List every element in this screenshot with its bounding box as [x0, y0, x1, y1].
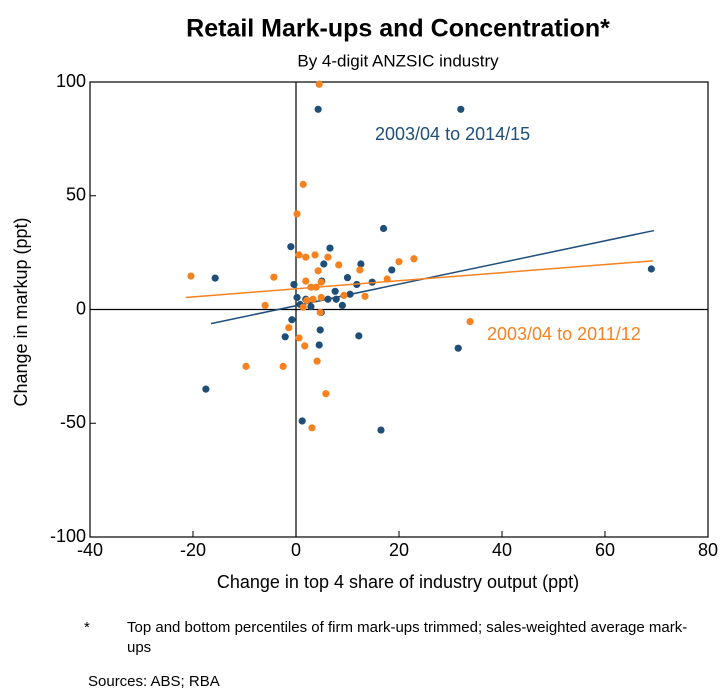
- point: [317, 293, 325, 302]
- point: [647, 265, 655, 273]
- point: [308, 424, 316, 432]
- point: [279, 362, 287, 370]
- point: [315, 341, 323, 349]
- chart: Retail Mark-ups and Concentration* By 4-…: [11, 15, 718, 592]
- point: [388, 266, 396, 274]
- point: [410, 255, 418, 263]
- point: [466, 317, 474, 326]
- y-tick-label: 0: [76, 298, 86, 318]
- point: [326, 244, 334, 252]
- point: [335, 261, 343, 269]
- point: [302, 277, 310, 285]
- point: [303, 296, 311, 304]
- point: [288, 316, 296, 324]
- point: [309, 295, 317, 303]
- point: [242, 362, 250, 370]
- point: [298, 417, 306, 425]
- point: [324, 253, 332, 261]
- sources: Sources: ABS; RBA: [88, 673, 220, 690]
- series-label: 2003/04 to 2014/15: [375, 124, 530, 144]
- point: [261, 301, 269, 310]
- footnote: Top and bottom percentiles of firm mark-…: [127, 619, 688, 656]
- point: [287, 243, 295, 251]
- point: [395, 258, 403, 266]
- trend-line: [185, 260, 653, 299]
- point: [343, 274, 352, 282]
- point: [295, 334, 303, 342]
- x-tick-label: 60: [595, 540, 615, 560]
- point: [202, 385, 210, 393]
- point: [211, 274, 219, 282]
- trend-line: [210, 229, 655, 325]
- point: [295, 251, 303, 259]
- point: [454, 344, 462, 352]
- y-tick-label: -100: [50, 526, 86, 546]
- point: [457, 105, 465, 113]
- point: [361, 292, 369, 300]
- point: [311, 251, 319, 259]
- point: [355, 332, 363, 340]
- point: [338, 301, 346, 310]
- x-tick-label: 20: [389, 540, 409, 560]
- point: [301, 342, 309, 350]
- point: [314, 267, 322, 275]
- point: [290, 280, 298, 289]
- point: [299, 303, 307, 311]
- point: [314, 105, 322, 113]
- point: [293, 210, 301, 218]
- point: [281, 333, 289, 341]
- point: [270, 273, 278, 281]
- x-tick-label: -20: [180, 540, 206, 560]
- chart-subtitle: By 4-digit ANZSIC industry: [297, 51, 499, 70]
- point: [320, 260, 328, 268]
- point: [285, 324, 293, 332]
- point: [187, 272, 195, 280]
- x-tick-label: 40: [492, 540, 512, 560]
- point: [357, 260, 365, 268]
- x-tick-label: -40: [77, 540, 103, 560]
- point: [307, 302, 315, 311]
- x-tick-label: 0: [291, 540, 301, 560]
- chart-title: Retail Mark-ups and Concentration*: [186, 15, 610, 43]
- point: [340, 291, 348, 299]
- point: [379, 224, 388, 233]
- point: [317, 278, 325, 286]
- point: [377, 426, 385, 434]
- y-tick-label: 100: [56, 71, 86, 91]
- point: [322, 390, 330, 398]
- point: [331, 287, 339, 295]
- footnote-marker: *: [84, 619, 90, 636]
- point: [293, 293, 301, 302]
- x-tick-label: 80: [698, 540, 718, 560]
- y-tick-label: 50: [66, 185, 86, 205]
- point: [316, 308, 324, 317]
- point: [299, 180, 307, 188]
- point: [313, 357, 321, 365]
- point: [356, 266, 364, 274]
- point: [316, 326, 324, 334]
- y-tick-label: -50: [60, 412, 86, 432]
- y-axis-label: Change in markup (ppt): [11, 217, 31, 406]
- point: [302, 253, 310, 261]
- point: [315, 80, 323, 88]
- x-axis-label: Change in top 4 share of industry output…: [217, 572, 579, 592]
- series-label: 2003/04 to 2011/12: [487, 324, 641, 344]
